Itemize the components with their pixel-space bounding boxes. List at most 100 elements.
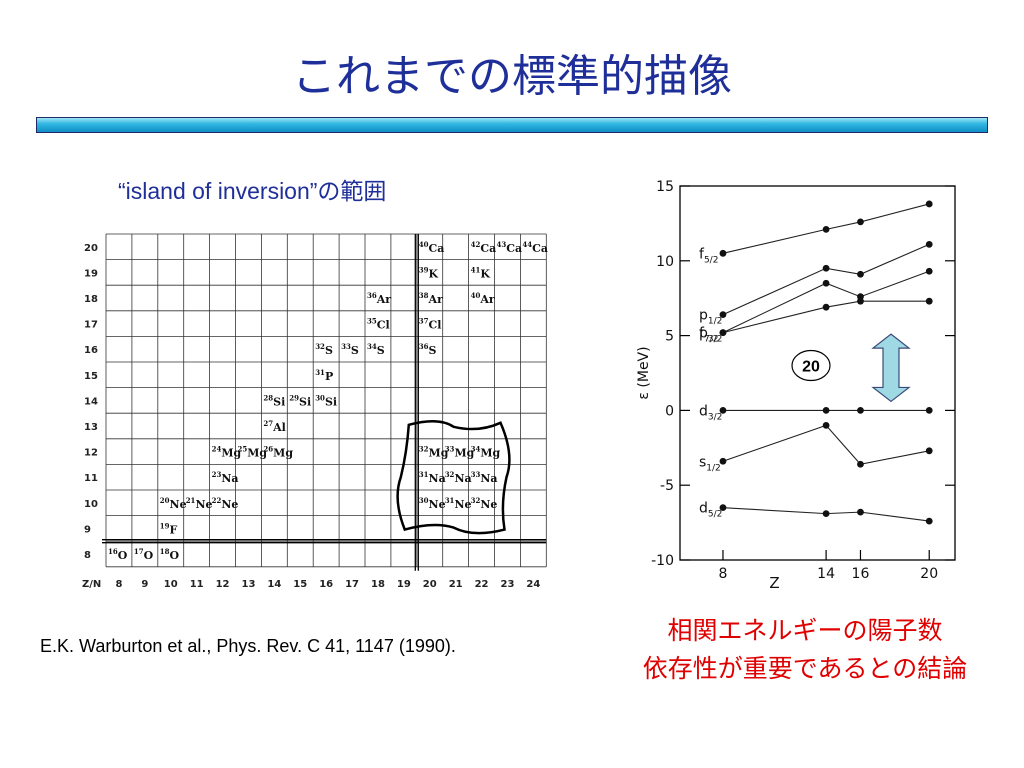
z-tick-label: 18 [84,294,98,305]
data-point [719,407,727,414]
n-tick-label: 16 [319,579,333,590]
nuclide-label: 43Ca [497,240,523,255]
z-tick-label: 13 [84,422,98,433]
nuclide-label: 30Si [315,393,337,408]
nuclide-label: 40Ar [471,291,495,306]
z-tick-label: 8 [84,550,91,561]
x-tick-label: 14 [817,566,835,582]
y-tick-label: -5 [660,478,674,494]
y-tick-label: 0 [665,403,674,419]
nuclide-label: 23Na [212,470,239,485]
nuclide-label: 19F [160,521,178,536]
slide-title: これまでの標準的描像 [292,51,732,102]
series-line-f7-2 [722,300,930,334]
series-label: p3/2 [699,326,722,345]
series-line-f5-2 [722,203,930,254]
nuclide-label: 32Na [445,470,472,485]
data-point [857,218,864,226]
data-point [719,504,727,512]
z-tick-label: 16 [84,345,98,356]
n-tick-label: 24 [526,579,540,590]
data-point [857,297,864,305]
n-tick-label: 21 [449,579,463,590]
n-tick-label: 9 [141,579,148,590]
nuclide-label: 39K [419,265,439,280]
z-tick-label: 17 [84,320,98,331]
energy-level-chart: 15 10 5 0 -5 -10 8 14 16 20 Zε (MeV) f5/2 p1/2p3/2f7… [636,179,956,592]
data-point [925,447,933,455]
plot-frame [679,185,956,561]
x-tick-label: 16 [852,566,870,582]
data-point [857,460,864,468]
series-line-p3-2 [722,270,930,334]
data-point [719,457,727,465]
data-point [857,407,864,414]
conclusion-text: 相関エネルギーの陽子数 依存性が重要であるとの結論 [585,612,1024,688]
nuclide-label: 42Ca [471,240,497,255]
title-divider-bar [36,117,988,133]
series-label: p1/2 [699,308,722,327]
nuclide-label: 32Ne [471,496,498,511]
x-axis-label: Z [769,574,779,592]
shell-gap-arrow [871,333,911,403]
x-tick-label: 8 [719,566,728,582]
series-line-s1-2 [722,424,930,465]
data-point [822,407,830,414]
nuclide-label: 34Mg [471,445,501,460]
nuclide-label: 44Ca [522,240,548,255]
data-point [925,200,933,208]
z-tick-label: 10 [84,499,98,510]
data-point [857,270,864,278]
data-point [925,297,933,305]
data-point [822,421,830,429]
series-label: f7/2 [699,326,718,345]
nuclide-label: 16O [108,547,128,562]
nuclide-label: 20Ne [160,496,187,511]
nuclide-label: 26Mg [263,445,293,460]
series-line-p1-2 [722,243,930,316]
nuclide-label: 18O [160,547,180,562]
series-label: d3/2 [699,403,722,422]
n-tick-label: 8 [115,579,122,590]
nuclide-label: 40Ca [419,240,445,255]
n-tick-label: 18 [371,579,385,590]
n-tick-label: 11 [190,579,204,590]
island-of-inversion-border [396,420,511,535]
nuclide-label: 35Cl [367,317,390,332]
data-point [925,267,933,275]
nuclide-label: 31Na [419,470,446,485]
nuclide-label: 36Ar [367,291,391,306]
gap-annotation-circle [791,349,831,382]
data-point [925,240,933,248]
data-point [925,517,933,525]
n-tick-label: 13 [241,579,255,590]
data-point [719,311,727,319]
data-point [822,225,830,233]
nuclide-label: 41K [471,265,491,280]
n-tick-label: 23 [500,579,514,590]
nuclide-label: 32Mg [419,445,449,460]
data-point [822,303,830,311]
n-tick-label: 20 [423,579,437,590]
nuclide-label: 25Mg [238,445,268,460]
z-tick-label: 9 [84,524,91,535]
series-line-d5-2 [722,507,930,522]
data-point [822,510,830,518]
nuclide-label: 37Cl [419,317,442,332]
z-n-axis-label: Z/N [82,579,101,590]
nuclide-label: 33Na [471,470,498,485]
nuclide-label: 27Al [263,419,285,434]
data-point [925,407,933,414]
nuclide-label: 31Ne [445,496,472,511]
nuclide-label: 38Ar [419,291,443,306]
n-tick-label: 14 [267,579,281,590]
series-label: s1/2 [699,454,721,473]
nuclide-label: 29Si [289,393,311,408]
nuclide-label: 21Ne [186,496,213,511]
nuclide-label: 34S [367,342,385,357]
data-point [719,329,727,337]
island-subtitle: “island of inversion”の範囲 [118,178,387,204]
nuclide-label: 22Ne [212,496,239,511]
y-tick-label: 5 [665,329,674,345]
z-tick-label: 12 [84,448,98,459]
